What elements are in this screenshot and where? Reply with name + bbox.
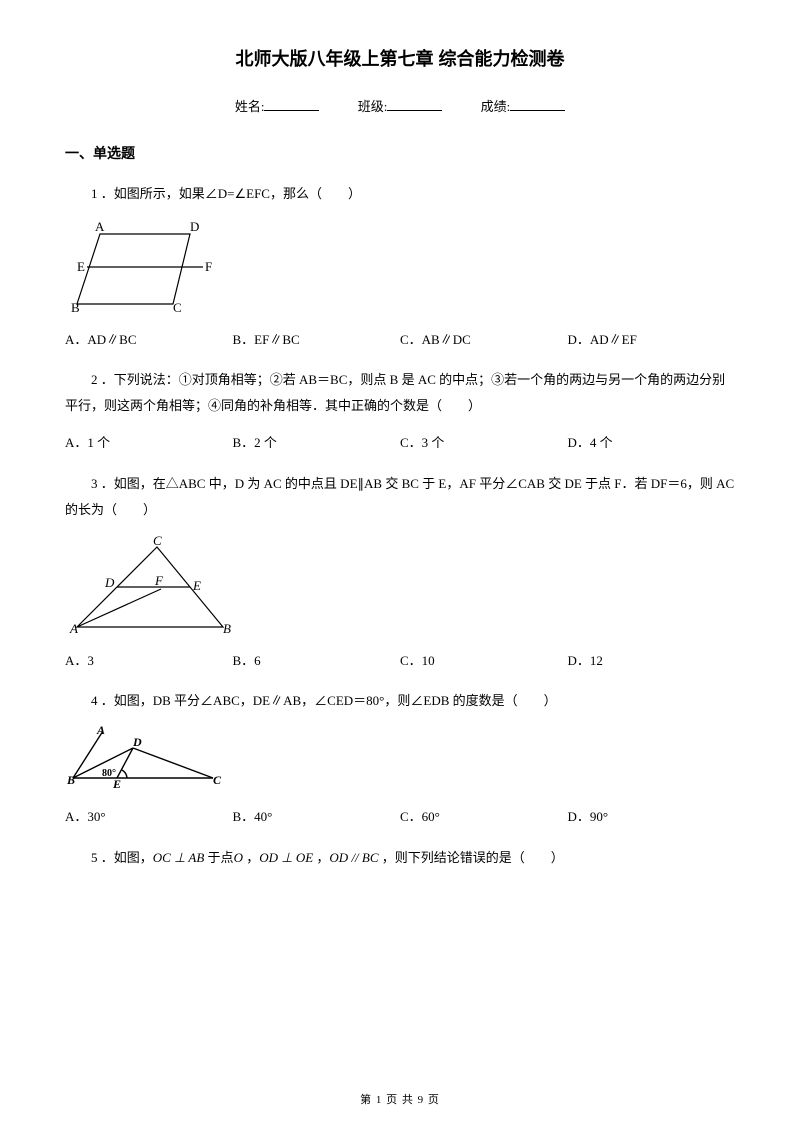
- class-blank[interactable]: [387, 110, 442, 111]
- q5-mid1: 于点: [204, 850, 233, 865]
- q2-option-c[interactable]: C．3 个: [400, 431, 568, 454]
- q3-option-d[interactable]: D．12: [568, 649, 736, 672]
- q3-option-c[interactable]: C．10: [400, 649, 568, 672]
- page-title: 北师大版八年级上第七章 综合能力检测卷: [65, 45, 735, 71]
- q5-suffix: ，则下列结论错误的是（ ）: [379, 850, 564, 865]
- svg-text:F: F: [154, 573, 164, 588]
- question-4-options: A．30° B．40° C．60° D．90°: [65, 805, 735, 828]
- q5-sep2: ，: [313, 850, 329, 865]
- question-4-figure: A D B E C 80°: [65, 726, 735, 795]
- student-info-line: 姓名: 班级: 成绩:: [65, 96, 735, 115]
- svg-text:D: D: [132, 735, 142, 749]
- q1-option-d[interactable]: D．AD∥EF: [568, 328, 736, 351]
- q4-option-d[interactable]: D．90°: [568, 805, 736, 828]
- q5-math1: OC ⊥ AB: [153, 850, 205, 865]
- svg-text:D: D: [104, 575, 115, 590]
- question-2-options: A．1 个 B．2 个 C．3 个 D．4 个: [65, 431, 735, 454]
- svg-text:A: A: [96, 726, 105, 737]
- page-footer: 第 1 页 共 9 页: [0, 1091, 800, 1107]
- question-1-text: 1 ．如图所示，如果∠D=∠EFC，那么（ ）: [65, 181, 735, 207]
- svg-text:A: A: [69, 621, 78, 635]
- q2-option-a[interactable]: A．1 个: [65, 431, 233, 454]
- q1-option-b[interactable]: B．EF∥BC: [233, 328, 401, 351]
- svg-text:D: D: [190, 219, 199, 234]
- question-3-figure: C D F E A B: [65, 535, 735, 639]
- name-label: 姓名:: [235, 99, 265, 114]
- q5-math2: OD ⊥ OE: [259, 850, 313, 865]
- question-3-text: 3 ．如图，在△ABC 中，D 为 AC 的中点且 DE∥AB 交 BC 于 E…: [65, 471, 735, 523]
- q1-option-c[interactable]: C．AB∥DC: [400, 328, 568, 351]
- svg-text:C: C: [153, 535, 162, 548]
- question-5-text: 5 ．如图，OC ⊥ AB 于点O ，OD ⊥ OE ，OD // BC ，则下…: [65, 845, 735, 871]
- svg-text:B: B: [223, 621, 231, 635]
- q5-math-o: O: [234, 850, 243, 865]
- name-blank[interactable]: [264, 110, 319, 111]
- svg-text:E: E: [192, 578, 201, 593]
- question-3-options: A．3 B．6 C．10 D．12: [65, 649, 735, 672]
- svg-text:B: B: [71, 300, 80, 314]
- section-heading: 一、单选题: [65, 143, 735, 163]
- q2-option-d[interactable]: D．4 个: [568, 431, 736, 454]
- q1-option-a[interactable]: A．AD∥BC: [65, 328, 233, 351]
- score-blank[interactable]: [510, 110, 565, 111]
- svg-text:B: B: [66, 773, 75, 787]
- svg-text:C: C: [213, 773, 222, 787]
- q5-math3: OD // BC: [329, 850, 378, 865]
- question-2-text: 2 ．下列说法：①对顶角相等；②若 AB＝BC，则点 B 是 AC 的中点；③若…: [65, 367, 735, 419]
- question-1-options: A．AD∥BC B．EF∥BC C．AB∥DC D．AD∥EF: [65, 328, 735, 351]
- q3-option-b[interactable]: B．6: [233, 649, 401, 672]
- q4-option-c[interactable]: C．60°: [400, 805, 568, 828]
- class-label: 班级:: [358, 99, 388, 114]
- svg-text:A: A: [95, 219, 105, 234]
- question-1-figure: A D E F B C: [65, 219, 735, 318]
- question-4-text: 4 ．如图，DB 平分∠ABC，DE∥AB，∠CED＝80°，则∠EDB 的度数…: [65, 688, 735, 714]
- svg-text:E: E: [77, 259, 85, 274]
- svg-text:E: E: [112, 777, 121, 791]
- svg-text:F: F: [205, 259, 212, 274]
- svg-text:80°: 80°: [102, 768, 116, 779]
- score-label: 成绩:: [481, 99, 511, 114]
- q2-option-b[interactable]: B．2 个: [233, 431, 401, 454]
- q4-option-b[interactable]: B．40°: [233, 805, 401, 828]
- q5-prefix: 5 ．如图，: [91, 850, 153, 865]
- q5-sep1: ，: [243, 850, 259, 865]
- q4-option-a[interactable]: A．30°: [65, 805, 233, 828]
- svg-text:C: C: [173, 300, 182, 314]
- q3-option-a[interactable]: A．3: [65, 649, 233, 672]
